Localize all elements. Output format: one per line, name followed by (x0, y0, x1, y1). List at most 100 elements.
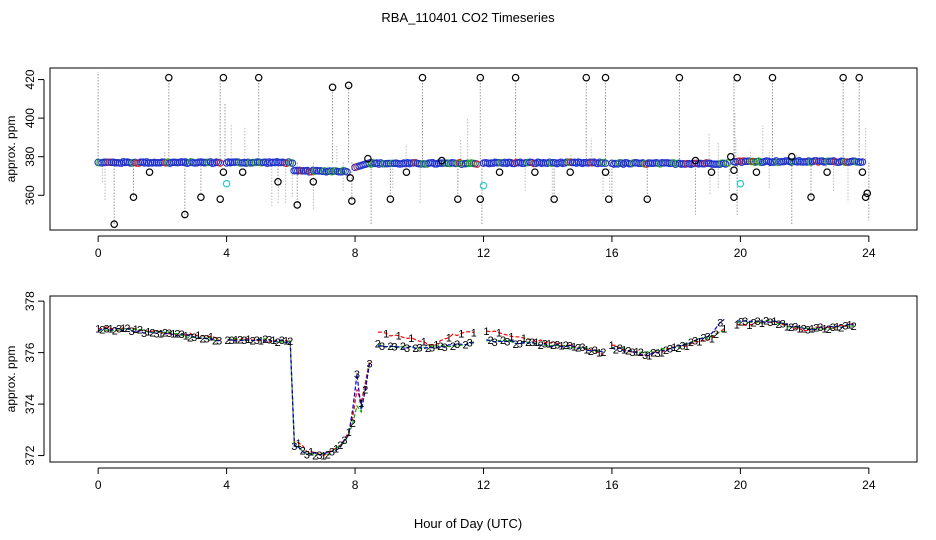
series-3-marker: 3 (654, 348, 660, 360)
series-3-marker: 3 (417, 342, 423, 354)
outlier-point (219, 73, 228, 82)
series-1-marker: 1 (158, 328, 164, 340)
series-1-marker: 1 (609, 340, 615, 352)
series-2-marker: 2 (174, 329, 180, 341)
series-2-marker: 2 (149, 328, 155, 340)
series-1-marker: 1 (308, 447, 314, 459)
series-1-line (377, 331, 474, 346)
data-point (375, 160, 383, 168)
series-3-marker: 3 (204, 334, 210, 346)
series-3-marker: 3 (592, 345, 598, 357)
series-1-marker: 1 (659, 347, 665, 359)
series-2-line (736, 319, 854, 330)
series-3-marker: 3 (805, 324, 811, 336)
series-3-marker: 3 (141, 328, 147, 340)
series-2-marker: 2 (99, 325, 105, 337)
series-3-marker: 3 (692, 335, 698, 347)
series-3-line (377, 342, 474, 350)
series-2-marker: 2 (187, 333, 193, 345)
series-1-marker: 1 (521, 333, 527, 345)
series-2-marker: 2 (488, 335, 494, 347)
series-1-marker: 1 (458, 328, 464, 340)
series-1-line (227, 337, 371, 457)
series-2-marker: 2 (375, 338, 381, 350)
top-y-tick-label: 380 (23, 146, 37, 166)
series-2-marker: 2 (763, 316, 769, 328)
series-1-marker: 1 (571, 341, 577, 353)
series-2-marker: 2 (262, 334, 268, 346)
outlier-point (344, 81, 353, 90)
series-3-marker: 3 (767, 317, 773, 329)
series-1-marker: 1 (346, 427, 352, 439)
series-1-marker: 1 (170, 328, 176, 340)
series-3-marker: 3 (667, 343, 673, 355)
series-1-marker: 1 (621, 344, 627, 356)
bottom-x-axis: 0 4 8 12 16 20 24 (95, 467, 876, 492)
outlier-point (511, 73, 520, 82)
series-1-marker: 1 (596, 347, 602, 359)
outlier-point (293, 201, 302, 209)
series-2-marker: 2 (412, 343, 418, 355)
series-2-marker: 2 (275, 337, 281, 349)
outlier-point (604, 195, 613, 203)
series-3-marker: 3 (216, 336, 222, 348)
series-3-marker: 3 (742, 316, 748, 328)
top-y-tick-label: 400 (23, 108, 37, 128)
series-3-marker: 3 (116, 324, 122, 336)
series-3-marker: 3 (492, 337, 498, 349)
series-1-marker: 1 (746, 320, 752, 332)
bottom-y-tick-label: 376 (23, 342, 37, 362)
outlier-point (691, 156, 700, 165)
series-2-marker: 2 (337, 440, 343, 452)
outlier-point (309, 177, 318, 186)
series-2-marker: 2 (425, 343, 431, 355)
cyan-point (222, 179, 231, 188)
chart-title: RBA_110401 CO2 Timeseries (381, 10, 555, 25)
top-x-axis: 0 4 8 12 16 20 24 (95, 235, 876, 260)
series-2-marker: 2 (237, 335, 243, 347)
series-3-marker: 3 (429, 343, 435, 355)
bottom-y-tick-label: 372 (23, 445, 37, 465)
series-3-marker: 3 (379, 341, 385, 353)
series-1-marker: 1 (634, 347, 640, 359)
outlier-point (219, 168, 228, 176)
top-panel-frame (49, 67, 918, 231)
top-x-tick-label: 20 (734, 246, 748, 260)
series-3-marker: 3 (705, 332, 711, 344)
outlier-point (768, 73, 777, 82)
series-1-marker: 1 (684, 341, 690, 353)
outlier-point (582, 73, 591, 82)
cyan-point (736, 179, 745, 188)
outlier-point (601, 168, 610, 176)
series-1-marker: 1 (721, 324, 727, 336)
series-3-marker: 3 (680, 341, 686, 353)
outlier-point (787, 152, 796, 161)
top-x-tick-label: 4 (223, 246, 230, 260)
outlier-point (418, 73, 427, 82)
series-2-marker: 2 (663, 345, 669, 357)
data-point (343, 168, 351, 176)
series-1-marker: 1 (108, 323, 114, 335)
bottom-x-tick-label: 24 (862, 478, 876, 492)
data-point (337, 168, 346, 176)
x-axis-label: Hour of Day (UTC) (414, 516, 522, 531)
top-gray-spikes (97, 71, 870, 225)
series-3-marker: 3 (454, 339, 460, 351)
bottom-x-tick-label: 16 (605, 478, 619, 492)
series-1-marker: 1 (233, 334, 239, 346)
series-3-marker: 3 (191, 332, 197, 344)
outlier-point (274, 177, 282, 186)
series-1-marker: 1 (834, 322, 840, 334)
series-1-marker: 1 (120, 323, 126, 335)
series-3-marker: 3 (254, 335, 260, 347)
outlier-point (346, 174, 355, 182)
series-3-marker: 3 (103, 323, 109, 335)
outlier-point (110, 220, 119, 229)
series-1-marker: 1 (847, 319, 853, 331)
outlier-point (733, 73, 741, 82)
series-3-marker: 3 (792, 321, 798, 333)
outlier-point (145, 168, 154, 176)
series-2-marker: 2 (437, 341, 443, 353)
bottom-x-tick-label: 8 (352, 478, 359, 492)
series-2-line (486, 339, 604, 353)
